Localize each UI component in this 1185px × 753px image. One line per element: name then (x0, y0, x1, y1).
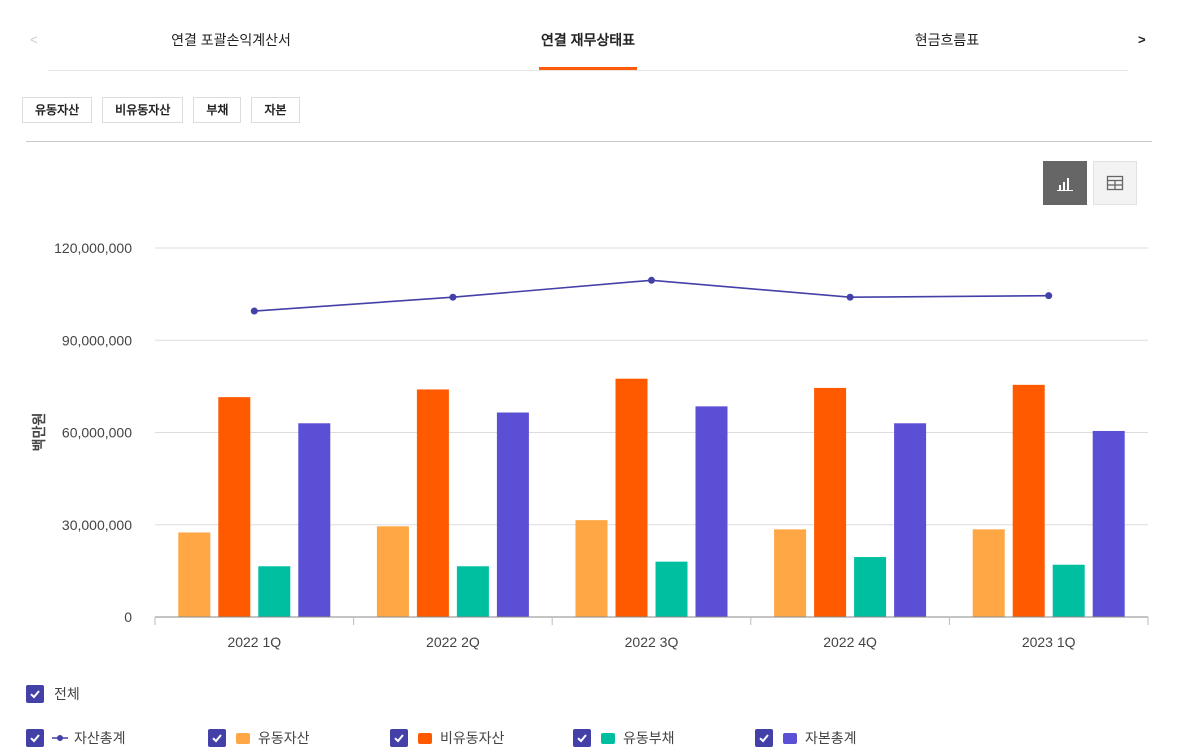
table-icon (1106, 175, 1124, 191)
check-icon (394, 734, 404, 743)
point-자산총계 (648, 276, 655, 284)
bar-비유동자산 (1012, 384, 1045, 617)
point-자산총계 (846, 293, 854, 301)
bar-chart-icon (1057, 178, 1073, 191)
tab-cash-flow[interactable]: 현금흐름표 (914, 32, 980, 48)
tab-balance-sheet[interactable]: 연결 재무상태표 (540, 32, 636, 48)
bar-비유동자산 (218, 397, 251, 617)
all-checkbox[interactable] (26, 685, 44, 703)
bar-layer (178, 378, 1125, 617)
x-tick-label: 2022 4Q (823, 634, 877, 650)
legend-label-total-assets: 자산총계 (74, 730, 126, 746)
bar-자본총계 (894, 423, 927, 617)
noncurrent-assets-checkbox[interactable] (390, 729, 408, 747)
table-view-button[interactable] (1093, 161, 1137, 205)
tab-income-statement[interactable]: 연결 포괄손익계산서 (171, 32, 291, 48)
x-tick-label: 2022 1Q (227, 634, 281, 650)
legend-label-current-assets: 유동자산 (258, 730, 310, 746)
bar-유동부채 (1052, 564, 1085, 617)
y-tick-label: 30,000,000 (62, 517, 132, 533)
bar-비유동자산 (615, 378, 648, 617)
current-liabilities-checkbox[interactable] (573, 729, 591, 747)
legend-series-row: 자산총계 유동자산 비유동자산 유동부채 자본총계 (0, 728, 1185, 750)
legend-item-total-assets[interactable]: 자산총계 (26, 728, 126, 748)
legend-label-noncurrent-assets: 비유동자산 (440, 730, 505, 746)
check-icon (212, 734, 222, 743)
bar-유동자산 (178, 532, 211, 617)
bar-유동자산 (774, 529, 807, 617)
section-divider (26, 141, 1152, 142)
axis-layer: 0 30,000,000 60,000,000 90,000,000 120,000,0… (54, 240, 1149, 650)
next-tab-arrow[interactable]: > (1138, 32, 1146, 47)
bar-유동부채 (456, 566, 489, 617)
tab-divider (48, 70, 1128, 71)
x-tick-label: 2022 3Q (625, 634, 679, 650)
line-layer (250, 276, 1053, 315)
bar-유동자산 (575, 520, 608, 617)
filter-chips: 유동자산 비유동자산 부채 자본 (22, 97, 300, 123)
legend-label-current-liabilities: 유동부채 (623, 730, 675, 746)
bar-자본총계 (1092, 430, 1125, 617)
y-tick-label: 120,000,000 (54, 240, 132, 256)
check-icon (577, 734, 587, 743)
bar-자본총계 (695, 406, 728, 617)
legend-label-total-equity: 자본총계 (805, 730, 857, 746)
swatch-noncurrent-assets (418, 732, 432, 744)
all-label: 전체 (54, 686, 80, 702)
legend-item-current-assets[interactable]: 유동자산 (208, 728, 310, 748)
point-자산총계 (449, 293, 457, 301)
prev-tab-arrow[interactable]: < (30, 32, 38, 47)
bar-유동자산 (376, 526, 409, 617)
point-자산총계 (1045, 292, 1053, 300)
filter-noncurrent-assets[interactable]: 비유동자산 (102, 97, 184, 123)
bar-자본총계 (496, 412, 529, 617)
bar-자본총계 (298, 423, 331, 617)
bar-비유동자산 (416, 389, 449, 617)
legend-all-row: 전체 (26, 684, 80, 704)
bar-유동자산 (972, 529, 1005, 617)
statement-tabs: < 연결 포괄손익계산서 연결 재무상태표 현금흐름표 > (0, 0, 1185, 72)
chart-view-button[interactable] (1043, 161, 1087, 205)
total-equity-checkbox[interactable] (755, 729, 773, 747)
balance-sheet-chart: 0 30,000,000 60,000,000 90,000,000 120,000,0… (31, 240, 1149, 650)
filter-liabilities[interactable]: 부채 (193, 97, 242, 123)
x-tick-label: 2023 1Q (1022, 634, 1076, 650)
filter-current-assets[interactable]: 유동자산 (22, 97, 93, 123)
line-marker-icon (52, 735, 68, 741)
y-axis-label: 백만원 (31, 413, 47, 452)
active-tab-indicator (539, 67, 637, 70)
point-자산총계 (250, 307, 258, 315)
filter-equity[interactable]: 자본 (251, 97, 300, 123)
y-tick-label: 0 (124, 609, 132, 625)
bar-비유동자산 (814, 387, 847, 617)
total-assets-checkbox[interactable] (26, 729, 44, 747)
check-icon (759, 734, 769, 743)
y-tick-label: 60,000,000 (62, 425, 132, 441)
check-icon (30, 734, 40, 743)
bar-유동부채 (655, 561, 688, 617)
check-icon (30, 690, 40, 699)
legend-item-current-liabilities[interactable]: 유동부채 (573, 728, 675, 748)
bar-유동부채 (258, 566, 291, 617)
y-tick-label: 90,000,000 (62, 332, 132, 348)
legend-item-noncurrent-assets[interactable]: 비유동자산 (390, 728, 504, 748)
swatch-current-assets (236, 732, 250, 744)
swatch-total-equity (783, 732, 797, 744)
line-자산총계 (254, 279, 1049, 312)
x-tick-label: 2022 2Q (426, 634, 480, 650)
legend-item-total-equity[interactable]: 자본총계 (755, 728, 857, 748)
current-assets-checkbox[interactable] (208, 729, 226, 747)
swatch-current-liabilities (601, 732, 615, 744)
bar-유동부채 (854, 557, 887, 617)
